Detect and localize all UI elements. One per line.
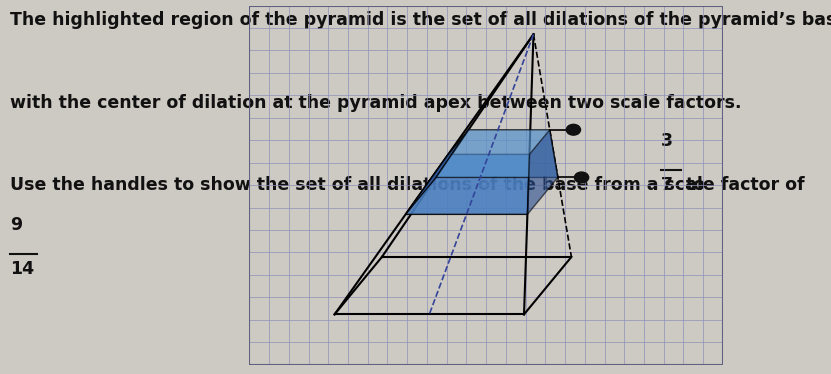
Text: The highlighted region of the pyramid is the set of all dilations of the pyramid: The highlighted region of the pyramid is… xyxy=(10,11,831,29)
Text: 9: 9 xyxy=(10,216,22,234)
Polygon shape xyxy=(528,130,558,214)
Polygon shape xyxy=(436,130,558,177)
Polygon shape xyxy=(406,154,529,214)
Text: 3: 3 xyxy=(661,132,672,150)
Polygon shape xyxy=(406,130,469,214)
Text: to: to xyxy=(686,176,706,194)
Text: Use the handles to show the set of all dilations of the base from a scale factor: Use the handles to show the set of all d… xyxy=(10,176,804,194)
Circle shape xyxy=(574,172,588,183)
Text: 14: 14 xyxy=(10,260,34,278)
Text: 7: 7 xyxy=(661,176,672,194)
Circle shape xyxy=(566,125,581,135)
Text: with the center of dilation at the pyramid apex between two scale factors.: with the center of dilation at the pyram… xyxy=(10,94,741,111)
